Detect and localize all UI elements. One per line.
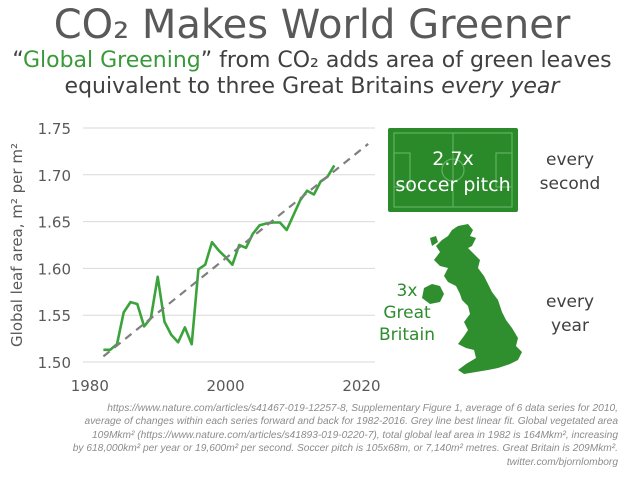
trend-line xyxy=(102,143,369,358)
y-tick-label: 1.70 xyxy=(38,167,71,185)
every-second-line-1: every xyxy=(545,150,595,170)
subtitle-highlight: Global Greening xyxy=(22,48,201,73)
subtitle-rest: ” from CO₂ adds area of green leaves xyxy=(200,48,612,73)
source-line-2: average of changes within each series fo… xyxy=(84,416,618,428)
x-tick-label: 1980 xyxy=(71,377,109,395)
source-line-1: https://www.nature.com/articles/s41467-0… xyxy=(107,403,618,414)
subtitle-quote-open: “ xyxy=(12,48,23,73)
every-year-line-2: year xyxy=(551,316,589,336)
subtitle-line2-text: equivalent to three Great Britains xyxy=(64,74,442,99)
x-tick-label: 2000 xyxy=(207,377,245,395)
y-tick-label: 1.75 xyxy=(38,120,71,138)
y-axis-label: Global leaf area, m² per m² xyxy=(8,143,26,347)
pitch-multiplier: 2.7x xyxy=(432,148,474,170)
subtitle-emphasis: every year xyxy=(441,74,560,99)
y-tick-label: 1.50 xyxy=(38,354,71,372)
subtitle-line-2: equivalent to three Great Britains every… xyxy=(0,74,624,100)
leaf-area-chart: 1.50 1.55 1.60 1.65 1.70 1.75 1980 2000 2020 Glob… xyxy=(8,120,381,395)
every-year-line-1: every xyxy=(545,292,595,312)
source-line-4: by 618,000km² per year or 19,600m² per s… xyxy=(72,443,618,455)
subtitle: “Global Greening” from CO₂ adds area of … xyxy=(0,48,624,100)
x-tick-label: 2020 xyxy=(342,377,380,395)
page-title: CO₂ Makes World Greener xyxy=(53,2,571,48)
y-tick-label: 1.65 xyxy=(38,214,71,232)
source-line-3: 109Mkm² (https://www.nature.com/articles… xyxy=(91,429,618,441)
every-year-label: every year xyxy=(524,290,616,338)
pitch-unit: soccer pitch xyxy=(395,174,511,196)
every-second-line-2: second xyxy=(539,174,601,194)
britain-line-3: Britain xyxy=(379,325,435,345)
pitch-label: 2.7x soccer pitch xyxy=(388,146,518,198)
soccer-pitch-icon xyxy=(388,128,518,212)
subtitle-line-1: “Global Greening” from CO₂ adds area of … xyxy=(0,48,624,74)
britain-label: 3x Great Britain xyxy=(372,280,442,346)
britain-line-2: Great xyxy=(383,303,431,323)
great-britain-map-icon xyxy=(422,224,522,374)
y-tick-label: 1.55 xyxy=(38,307,71,325)
source-note: https://www.nature.com/articles/s41467-0… xyxy=(8,402,618,469)
britain-multiplier: 3x xyxy=(396,281,418,301)
every-second-label: every second xyxy=(524,148,616,196)
source-line-5: twitter.com/bjornlomborg xyxy=(506,456,618,468)
leaf-area-line xyxy=(103,164,336,352)
y-tick-label: 1.60 xyxy=(38,260,71,278)
